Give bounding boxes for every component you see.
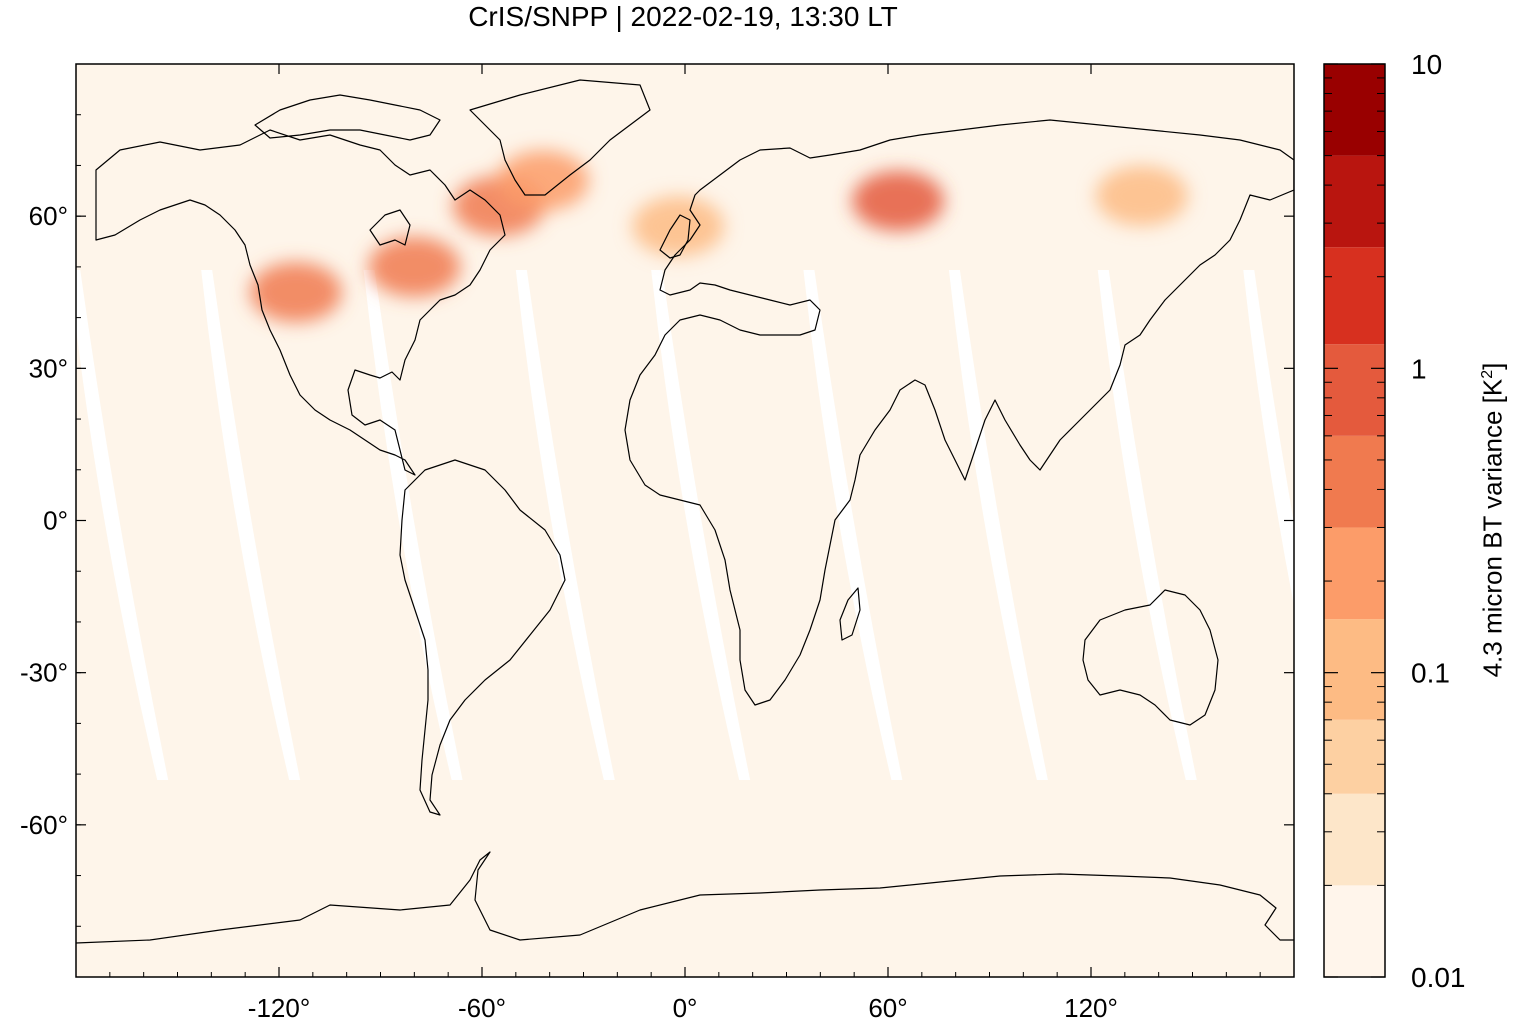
british-isles-coastline	[659, 214, 691, 259]
lat-tick-label: -60°	[20, 810, 68, 840]
swath-gap	[76, 270, 169, 780]
eurasia-africa-coastline	[624, 119, 1294, 706]
colorbar-title: 4.3 micron BT variance [K2]	[1478, 363, 1509, 678]
lat-tick-label: -30°	[20, 658, 68, 688]
lon-tick-label: 0°	[673, 993, 698, 1020]
variance-hotspot	[632, 196, 725, 257]
greenland-coastline	[469, 79, 651, 196]
swath-gap	[651, 270, 751, 780]
coastlines	[76, 79, 1294, 944]
antarctica-coastline	[76, 851, 1294, 944]
swath-gap	[1097, 270, 1197, 780]
colorbar-segment	[1324, 793, 1385, 886]
lon-tick-label: -120°	[248, 993, 310, 1020]
swath-gap	[803, 270, 903, 780]
colorbar-title-superscript: 2	[1478, 369, 1496, 379]
map-area	[76, 64, 1294, 977]
colorbar-segment	[1324, 885, 1385, 977]
lon-tick-label: -60°	[458, 993, 506, 1020]
map-axis-ticks: -120° -60° 0° 60° 120° 60° 30° 0° -30° -60°	[20, 64, 1294, 1020]
variance-hotspot	[1095, 165, 1188, 226]
colorbar-segment	[1324, 435, 1385, 528]
swath-gap	[201, 270, 301, 780]
colorbar: 10 1 0.1 0.01	[1323, 49, 1466, 993]
swath-gap	[363, 270, 463, 780]
colorbar-title-bracket: ]	[1477, 362, 1508, 370]
variance-hotspot	[249, 262, 342, 323]
colorbar-segment	[1324, 155, 1385, 248]
lat-tick-label: 60°	[29, 201, 68, 231]
south-america-coastline	[399, 459, 566, 816]
variance-hotspots	[249, 150, 1188, 323]
swath-gaps	[76, 270, 1294, 780]
colorbar-frame	[1323, 63, 1386, 978]
map-title: CrIS/SNPP | 2022-02-19, 13:30 LT	[468, 1, 898, 32]
swath-gap	[948, 270, 1048, 780]
swath-gap	[515, 270, 615, 780]
colorbar-segment	[1324, 64, 1385, 156]
colorbar-segment	[1324, 619, 1385, 720]
variance-hotspot	[368, 236, 461, 297]
colorbar-segment	[1324, 247, 1385, 345]
colorbar-tick-label: 10	[1411, 49, 1442, 80]
madagascar-coastline	[839, 587, 861, 641]
north-america-coastline	[95, 129, 506, 476]
colorbar-segment	[1324, 344, 1385, 436]
variance-hotspot	[496, 150, 589, 211]
lon-tick-label: 60°	[868, 993, 907, 1020]
colorbar-segment	[1324, 527, 1385, 620]
colorbar-tick-label: 0.01	[1411, 962, 1466, 993]
swath-gap	[1243, 270, 1294, 606]
lat-tick-label: 0°	[43, 506, 68, 536]
lat-tick-label: 30°	[29, 353, 68, 383]
lon-tick-label: 120°	[1064, 993, 1118, 1020]
colorbar-tick-label: 0.1	[1411, 658, 1450, 689]
variance-hotspot	[852, 170, 945, 231]
colorbar-segment	[1324, 719, 1385, 794]
australia-coastline	[1082, 589, 1219, 726]
hudson-bay-coastline	[369, 209, 411, 246]
colorbar-title-text: 4.3 micron BT variance [K	[1477, 378, 1508, 678]
colorbar-tick-label: 1	[1411, 353, 1427, 384]
arctic-islands-coastline	[254, 94, 441, 141]
